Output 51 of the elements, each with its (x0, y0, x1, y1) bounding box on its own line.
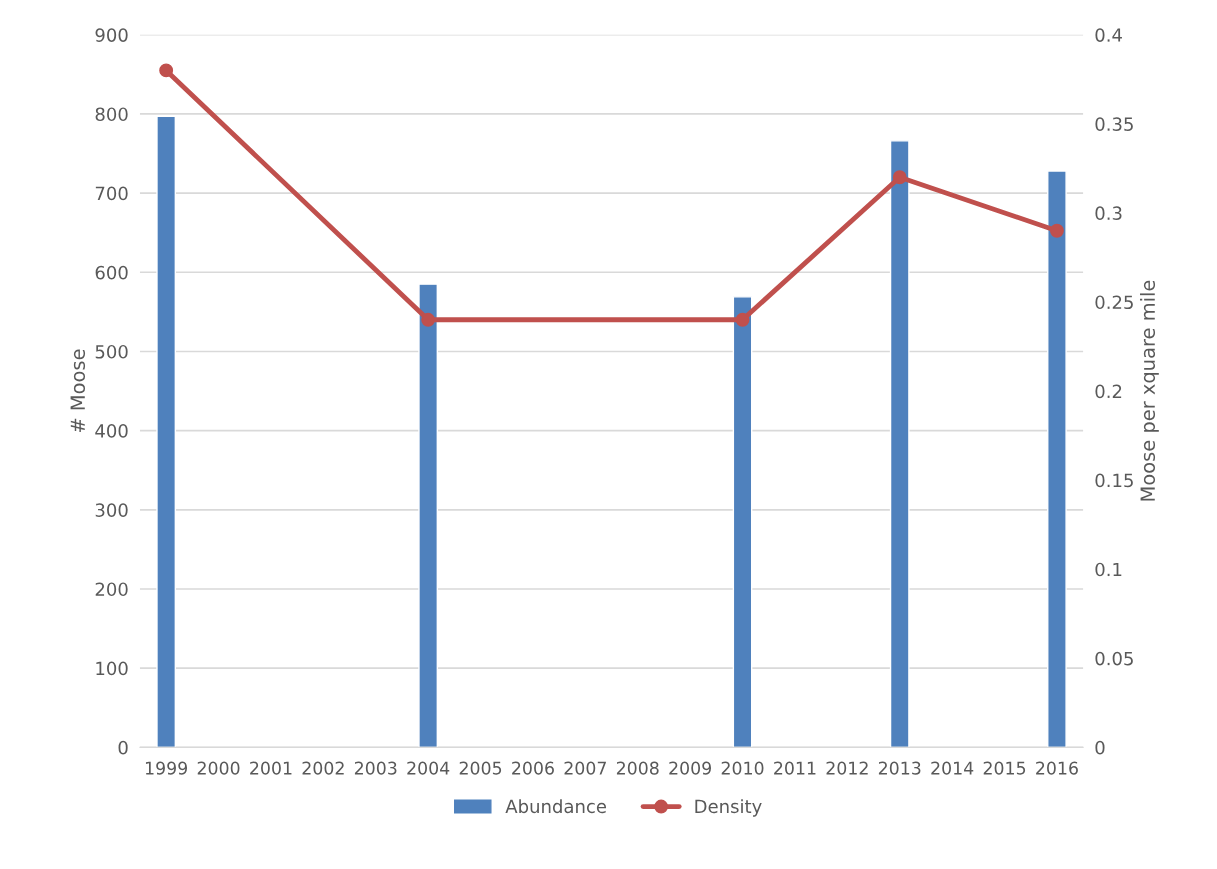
y-axis-title: # Moose (70, 349, 86, 433)
y2-tick-label: 0.05 (1095, 651, 1133, 666)
x-tick-label: 2013 (878, 761, 921, 775)
point (1049, 223, 1064, 238)
y2-tick-label: 0.3 (1095, 206, 1122, 221)
x-tick-label: 2000 (197, 761, 240, 775)
y-tick-label: 600 (95, 265, 128, 280)
x-tick-label: 2011 (774, 761, 816, 775)
x-tick-label: 2002 (302, 761, 344, 775)
x-tick-label: 2006 (512, 761, 554, 775)
bar (889, 140, 910, 748)
x-tick-label: 2010 (721, 761, 764, 775)
y2-tick-label: 0 (1095, 740, 1105, 755)
y-tick-label: 400 (95, 424, 128, 438)
legend-label: Density (695, 799, 762, 817)
y2-axis-title: Moose per xquare mile (1140, 280, 1159, 501)
y2-tick-label: 0.15 (1095, 473, 1133, 488)
bar (1047, 170, 1067, 748)
x-tick-label: 2008 (616, 761, 659, 775)
y-tick-label: 900 (95, 28, 128, 42)
y-tick-label: 0 (118, 740, 128, 755)
x-tick-label: 2015 (983, 761, 1026, 775)
y2-tick-label: 0.25 (1095, 295, 1133, 310)
bar (156, 115, 177, 748)
x-tick-label: 2009 (669, 761, 712, 775)
y-tick-label: 700 (95, 186, 128, 201)
x-tick-label: 2005 (459, 761, 502, 775)
y-tick-label: 300 (95, 503, 128, 517)
x-tick-label: 2004 (407, 761, 450, 775)
x-tick-label: 2003 (354, 761, 397, 775)
y2-tick-label: 0.35 (1095, 117, 1133, 131)
y-tick-label: 500 (95, 344, 128, 359)
point (421, 312, 436, 327)
y2-tick-label: 0.1 (1095, 562, 1122, 577)
point (892, 170, 907, 185)
bar (418, 283, 439, 748)
x-tick-label: 2016 (1036, 761, 1078, 775)
point (735, 312, 750, 327)
x-tick-label: 1999 (145, 761, 188, 775)
legend-label: Abundance (505, 799, 607, 814)
y2-tick-label: 0.2 (1095, 384, 1122, 399)
x-tick-label: 2014 (931, 761, 974, 775)
point (159, 63, 174, 78)
bar (732, 296, 753, 748)
y-tick-label: 800 (95, 107, 128, 122)
y2-tick-label: 0.4 (1095, 28, 1122, 42)
x-tick-label: 2007 (564, 761, 606, 775)
x-tick-label: 2001 (250, 761, 292, 775)
x-tick-label: 2012 (826, 761, 868, 775)
y-tick-label: 100 (96, 661, 128, 676)
y-tick-label: 200 (95, 582, 128, 597)
